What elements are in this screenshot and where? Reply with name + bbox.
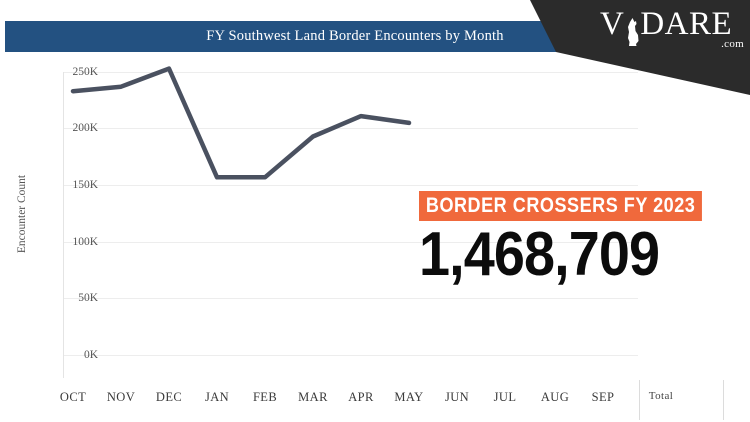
x-tick-jan: JAN xyxy=(204,390,230,404)
x-tick-oct: OCT xyxy=(59,390,87,404)
x-tick-may: MAY xyxy=(394,390,424,404)
x-tick-apr: APR xyxy=(348,390,374,404)
dog-silhouette-icon xyxy=(628,18,639,46)
x-tick-feb: FEB xyxy=(252,390,278,404)
x-tick-total: Total xyxy=(648,390,674,402)
vdare-logo: V DARE .com xyxy=(600,8,746,56)
x-axis-divider-2 xyxy=(723,380,724,420)
y-axis-ticks: 250K 200K 150K 100K 50K 0K Encounter Cou… xyxy=(0,58,750,422)
gridline-100k xyxy=(64,242,638,243)
x-tick-dec: DEC xyxy=(155,390,183,404)
y-axis-line xyxy=(63,72,64,378)
x-tick-jun: JUN xyxy=(444,390,470,404)
x-tick-mar: MAR xyxy=(298,390,328,404)
chart-container: 250K 200K 150K 100K 50K 0K Encounter Cou… xyxy=(0,58,750,422)
line-series xyxy=(70,66,412,180)
page-title: FY Southwest Land Border Encounters by M… xyxy=(206,28,504,44)
callout-banner-label: BORDER CROSSERS FY 2023 xyxy=(419,191,703,221)
x-tick-nov: NOV xyxy=(106,390,136,404)
y-tick-150k: 150K xyxy=(72,179,98,191)
y-tick-0k: 0K xyxy=(83,349,98,361)
gridline-200k xyxy=(64,128,638,129)
x-axis: OCT NOV DEC JAN FEB MAR APR MAY JUN JUL … xyxy=(0,376,750,422)
gridline-0k xyxy=(64,355,638,356)
callout-overlay: BORDER CROSSERS FY 2023 1,468,709 xyxy=(419,191,709,287)
logo-word-dare: DARE xyxy=(640,6,733,42)
gridline-50k xyxy=(64,298,638,299)
y-tick-250k: 250K xyxy=(72,66,98,78)
x-axis-divider-1 xyxy=(639,380,640,420)
x-tick-sep: SEP xyxy=(591,390,615,404)
gridline-250k xyxy=(64,72,638,73)
plot-area xyxy=(64,72,638,378)
logo-letter-v: V xyxy=(600,6,625,42)
x-tick-aug: AUG xyxy=(540,390,570,404)
gridline-150k xyxy=(64,185,638,186)
logo-suffix: .com xyxy=(721,38,744,50)
y-tick-50k: 50K xyxy=(78,292,98,304)
x-tick-jul: JUL xyxy=(493,390,517,404)
y-tick-100k: 100K xyxy=(72,236,98,248)
callout-total-value: 1,468,709 xyxy=(419,220,660,289)
logo-wordmark: V DARE xyxy=(600,8,746,41)
y-tick-200k: 200K xyxy=(72,122,98,134)
